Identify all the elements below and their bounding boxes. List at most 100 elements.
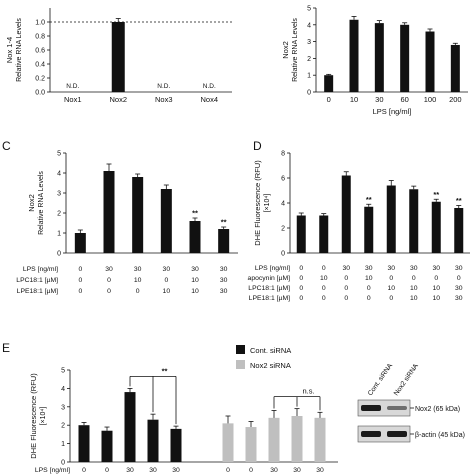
- condition-value: 0: [249, 467, 253, 474]
- condition-value: 30: [172, 467, 180, 474]
- significance-marker: **: [162, 366, 168, 375]
- bar-cont-sirna: [101, 430, 113, 462]
- condition-value: 30: [455, 265, 463, 272]
- condition-value: 30: [126, 467, 134, 474]
- bar-nox2-sirna: [314, 417, 326, 462]
- condition-value: 30: [191, 266, 199, 273]
- blot-band-nox2-control: [361, 405, 381, 411]
- condition-value: 10: [134, 277, 142, 284]
- bar: [160, 189, 172, 253]
- bar: [132, 177, 144, 253]
- y-tick-label: 0: [307, 90, 311, 97]
- condition-value: 10: [191, 277, 199, 284]
- condition-label: LPS [ng/ml]: [23, 266, 58, 273]
- significance-marker: n.s.: [302, 387, 314, 396]
- y-tick-label: 1.0: [35, 20, 45, 27]
- condition-value: 30: [220, 266, 228, 273]
- condition-value: 30: [342, 265, 350, 272]
- condition-value: 0: [322, 265, 326, 272]
- y-tick-label: 8: [281, 151, 285, 158]
- condition-value: 0: [412, 275, 416, 282]
- y-tick-label: 4: [57, 171, 61, 178]
- condition-value: 30: [455, 285, 463, 292]
- condition-value: 0: [344, 275, 348, 282]
- legend-label: Nox2 siRNA: [250, 361, 291, 370]
- condition-value: 30: [387, 265, 395, 272]
- condition-value: 0: [457, 275, 461, 282]
- x-tick-label: 100: [424, 95, 437, 104]
- y-tick-label: 4: [281, 201, 285, 208]
- condition-label: LPE18:1 [µM]: [249, 295, 290, 302]
- y-tick-label: 1: [307, 73, 311, 80]
- condition-value: 0: [299, 275, 303, 282]
- y-tick-label: 2: [281, 226, 285, 233]
- bar: [431, 201, 441, 253]
- condition-value: 0: [105, 467, 109, 474]
- y-tick-label: 0: [61, 460, 65, 467]
- condition-value: 30: [293, 467, 301, 474]
- bar: [74, 233, 86, 253]
- y-tick-label: 0.6: [35, 48, 45, 55]
- y-tick-label: 2: [61, 423, 65, 430]
- x-tick-label: 60: [400, 95, 408, 104]
- condition-value: 0: [78, 266, 82, 273]
- bar: [454, 208, 464, 253]
- y-axis-label: [×10⁴]: [264, 194, 271, 213]
- y-tick-label: 5: [57, 151, 61, 158]
- x-tick-label: 0: [327, 95, 331, 104]
- y-axis-label: [×10⁴]: [40, 407, 47, 426]
- bar: [319, 215, 329, 253]
- y-tick-label: 1: [61, 441, 65, 448]
- blot-lane-label: Nox2 siRNA: [393, 362, 420, 397]
- legend-swatch: [236, 360, 245, 369]
- condition-value: 30: [134, 266, 142, 273]
- condition-value: 30: [220, 277, 228, 284]
- condition-value: 10: [191, 288, 199, 295]
- bar-cont-sirna: [78, 425, 90, 462]
- y-axis-label: Relative RNA Levels: [292, 18, 299, 82]
- significance-marker: **: [433, 190, 439, 199]
- bar: [218, 229, 230, 253]
- y-axis-label: DHE Fluorescence (RFU): [253, 160, 262, 246]
- condition-value: 0: [107, 288, 111, 295]
- condition-value: 0: [344, 285, 348, 292]
- x-tick-label: Nox4: [200, 95, 218, 104]
- not-detected-label: N.D.: [203, 83, 216, 90]
- condition-value: 0: [322, 285, 326, 292]
- condition-value: 0: [82, 467, 86, 474]
- x-tick-label: Nox3: [155, 95, 173, 104]
- bar: [364, 206, 374, 253]
- significance-marker: **: [192, 209, 198, 218]
- y-axis-label: DHE Fluorescence (RFU): [29, 373, 38, 459]
- bar: [341, 175, 351, 253]
- y-tick-label: 0.0: [35, 90, 45, 97]
- y-tick-label: 3: [57, 191, 61, 198]
- y-tick-label: 0.4: [35, 62, 45, 69]
- condition-value: 0: [434, 275, 438, 282]
- condition-value: 30: [316, 467, 324, 474]
- condition-value: 30: [220, 288, 228, 295]
- blot-band-label: β-actin (45 kDa): [415, 432, 465, 439]
- y-tick-label: 4: [307, 22, 311, 29]
- condition-value: 30: [455, 295, 463, 302]
- bar: [296, 215, 306, 253]
- condition-label: LPE18:1 [µM]: [17, 288, 58, 295]
- significance-marker: **: [456, 196, 462, 205]
- x-tick-label: 30: [375, 95, 383, 104]
- condition-value: 0: [136, 288, 140, 295]
- x-tick-label: Nox2: [109, 95, 127, 104]
- bar-cont-sirna: [124, 392, 136, 462]
- x-tick-label: Nox1: [64, 95, 82, 104]
- legend-label: Cont. siRNA: [250, 346, 291, 355]
- condition-value: 0: [164, 277, 168, 284]
- bar-cont-sirna: [170, 428, 182, 462]
- condition-label: apocynin [µM]: [248, 275, 291, 282]
- condition-value: 10: [365, 275, 373, 282]
- condition-value: 30: [149, 467, 157, 474]
- bar-nox2-sirna: [291, 416, 303, 462]
- y-tick-label: 1: [57, 231, 61, 238]
- bar-nox2-sirna: [268, 417, 280, 462]
- bar-nox2-sirna: [222, 423, 234, 462]
- bar-cont-sirna: [147, 419, 159, 462]
- condition-value: 0: [78, 277, 82, 284]
